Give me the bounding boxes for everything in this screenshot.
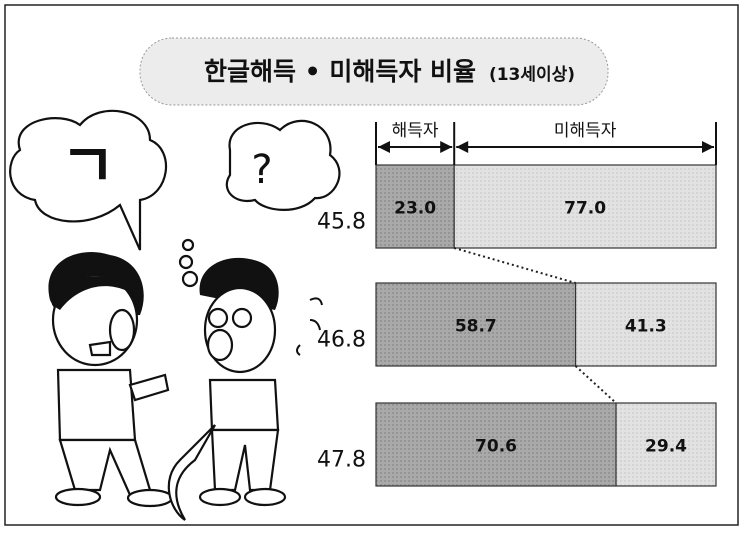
legend-label: 해득자	[392, 121, 439, 141]
bar-texture	[376, 165, 455, 248]
connector	[453, 247, 576, 284]
bubble-text: ㄱ	[60, 132, 115, 202]
value-label: 58.7	[455, 317, 497, 337]
value-label: 29.4	[645, 437, 687, 457]
value-label: 77.0	[564, 199, 606, 219]
value-label: 70.6	[475, 437, 517, 457]
illustration: ㄱ ?	[9, 109, 341, 521]
value-label: 41.3	[625, 317, 667, 337]
bar-texture	[376, 403, 617, 486]
title-box	[139, 37, 609, 106]
category-label: 45.8	[317, 210, 366, 235]
bubble-text: ?	[251, 147, 272, 193]
chart-subtitle: (13세이상)	[489, 65, 575, 85]
category-label: 46.8	[317, 328, 366, 353]
category-label: 47.8	[317, 448, 366, 473]
bar-texture	[376, 283, 576, 366]
bar-texture	[454, 165, 716, 248]
legend-label: 미해득자	[554, 121, 617, 141]
value-label: 23.0	[394, 199, 436, 219]
chart-title: 한글해득 • 미해득자 비율	[204, 57, 476, 86]
bar-texture	[616, 403, 716, 486]
bar-texture	[575, 283, 716, 366]
connector	[574, 365, 617, 404]
